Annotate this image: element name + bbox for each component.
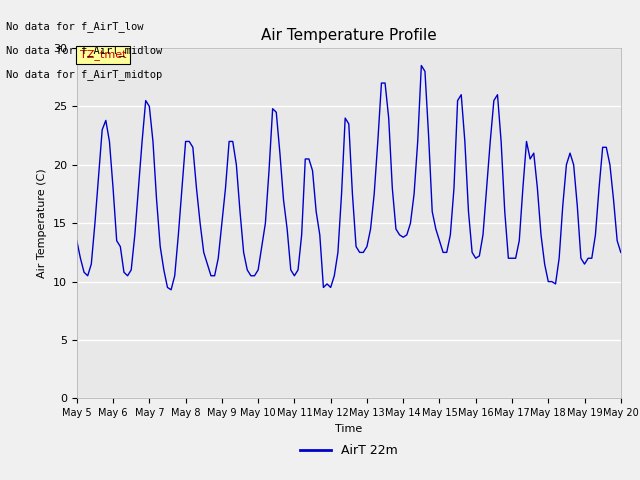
Text: TZ_tmet: TZ_tmet — [80, 49, 126, 60]
X-axis label: Time: Time — [335, 424, 362, 433]
Text: No data for f_AirT_midtop: No data for f_AirT_midtop — [6, 69, 163, 80]
Text: No data for f_AirT_low: No data for f_AirT_low — [6, 21, 144, 32]
Legend: AirT 22m: AirT 22m — [295, 439, 403, 462]
Y-axis label: Air Temperature (C): Air Temperature (C) — [37, 168, 47, 278]
Title: Air Temperature Profile: Air Temperature Profile — [261, 28, 436, 43]
Text: No data for f_AirT_midlow: No data for f_AirT_midlow — [6, 45, 163, 56]
